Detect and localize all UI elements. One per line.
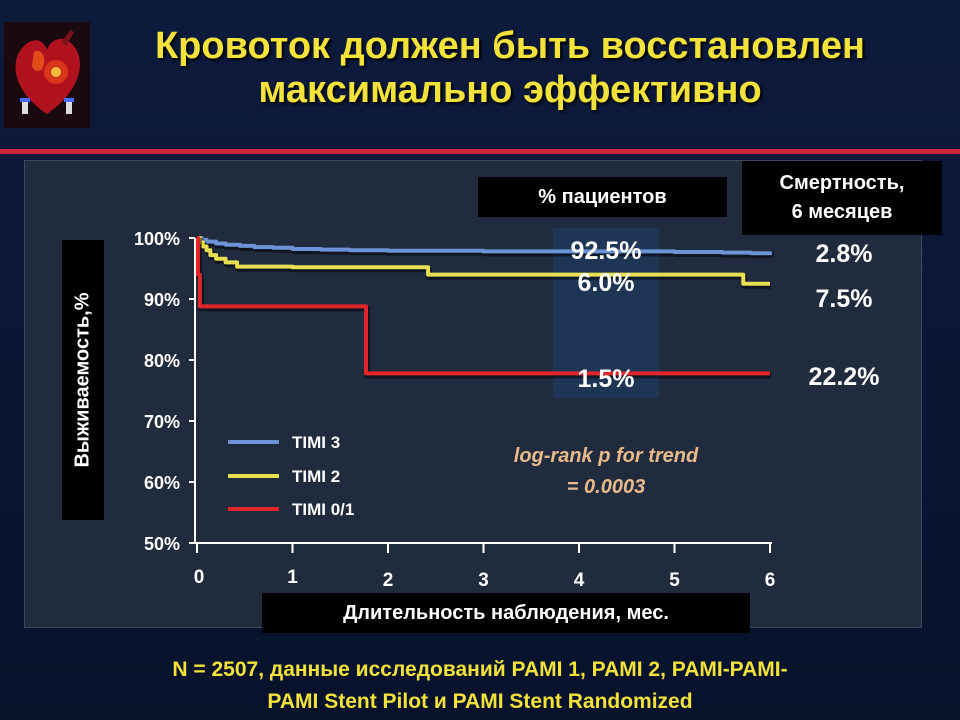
title-line-1: Кровоток должен быть восстановлен: [154, 25, 866, 67]
x-tick-label: 6: [765, 570, 776, 591]
x-tick-label: 5: [669, 570, 680, 591]
mortality-label-line-1: Смертность,: [779, 172, 905, 194]
mortality-timi2: 7.5%: [816, 285, 873, 313]
heart-logo-icon: [4, 22, 90, 128]
x-axis-label: Длительность наблюдения, мес.: [343, 602, 669, 624]
annotation-line-1: log-rank p for trend: [514, 445, 699, 467]
patients-percent-box: % пациентов: [478, 177, 727, 217]
y-axis-label-box: Выживаемость,%: [62, 240, 104, 520]
y-tick-label: 90%: [144, 290, 180, 310]
patient-percent-timi3: 92.5%: [571, 237, 642, 265]
footer-note: N = 2507, данные исследований PAMI 1, PA…: [40, 654, 920, 718]
mortality-timi01: 22.2%: [809, 363, 880, 391]
mortality-timi3: 2.8%: [816, 240, 873, 268]
patients-percent-label: % пациентов: [538, 186, 667, 208]
footer-line-2: PAMI Stent Pilot и PAMI Stent Randomized: [267, 690, 693, 713]
title-divider: [0, 149, 960, 154]
x-tick-label: 3: [478, 570, 489, 591]
mortality-box: Смертность, 6 месяцев: [742, 161, 942, 235]
title-line-2: максимально эффективно: [258, 69, 762, 111]
mortality-label-line-2: 6 месяцев: [791, 201, 893, 223]
patient-percent-timi2: 6.0%: [578, 269, 635, 297]
chart-panel: [24, 160, 922, 628]
y-tick-label: 50%: [144, 534, 180, 554]
legend-label: TIMI 0/1: [292, 500, 354, 519]
y-tick-label: 70%: [144, 412, 180, 432]
x-axis-label-box: Длительность наблюдения, мес.: [262, 593, 750, 633]
series-line-timi-3: [197, 236, 772, 256]
series-line-timi-0-1: [195, 236, 770, 376]
x-tick-label: 2: [383, 570, 394, 591]
y-tick-label: 80%: [144, 351, 180, 371]
slide-title: Кровоток должен быть восстановлен максим…: [80, 24, 940, 112]
annotation-line-2: = 0.0003: [567, 476, 645, 498]
y-tick-label: 60%: [144, 473, 180, 493]
footer-line-1: N = 2507, данные исследований PAMI 1, PA…: [172, 658, 788, 681]
x-tick-label: 4: [574, 570, 585, 591]
series-line-timi-2: [197, 236, 770, 286]
patient-percent-timi01: 1.5%: [578, 365, 635, 393]
legend-label: TIMI 3: [292, 433, 340, 452]
x-tick-label: 1: [287, 567, 298, 588]
legend-label: TIMI 2: [292, 467, 340, 486]
y-tick-label: 100%: [134, 229, 180, 249]
x-tick-label: 0: [194, 567, 205, 588]
